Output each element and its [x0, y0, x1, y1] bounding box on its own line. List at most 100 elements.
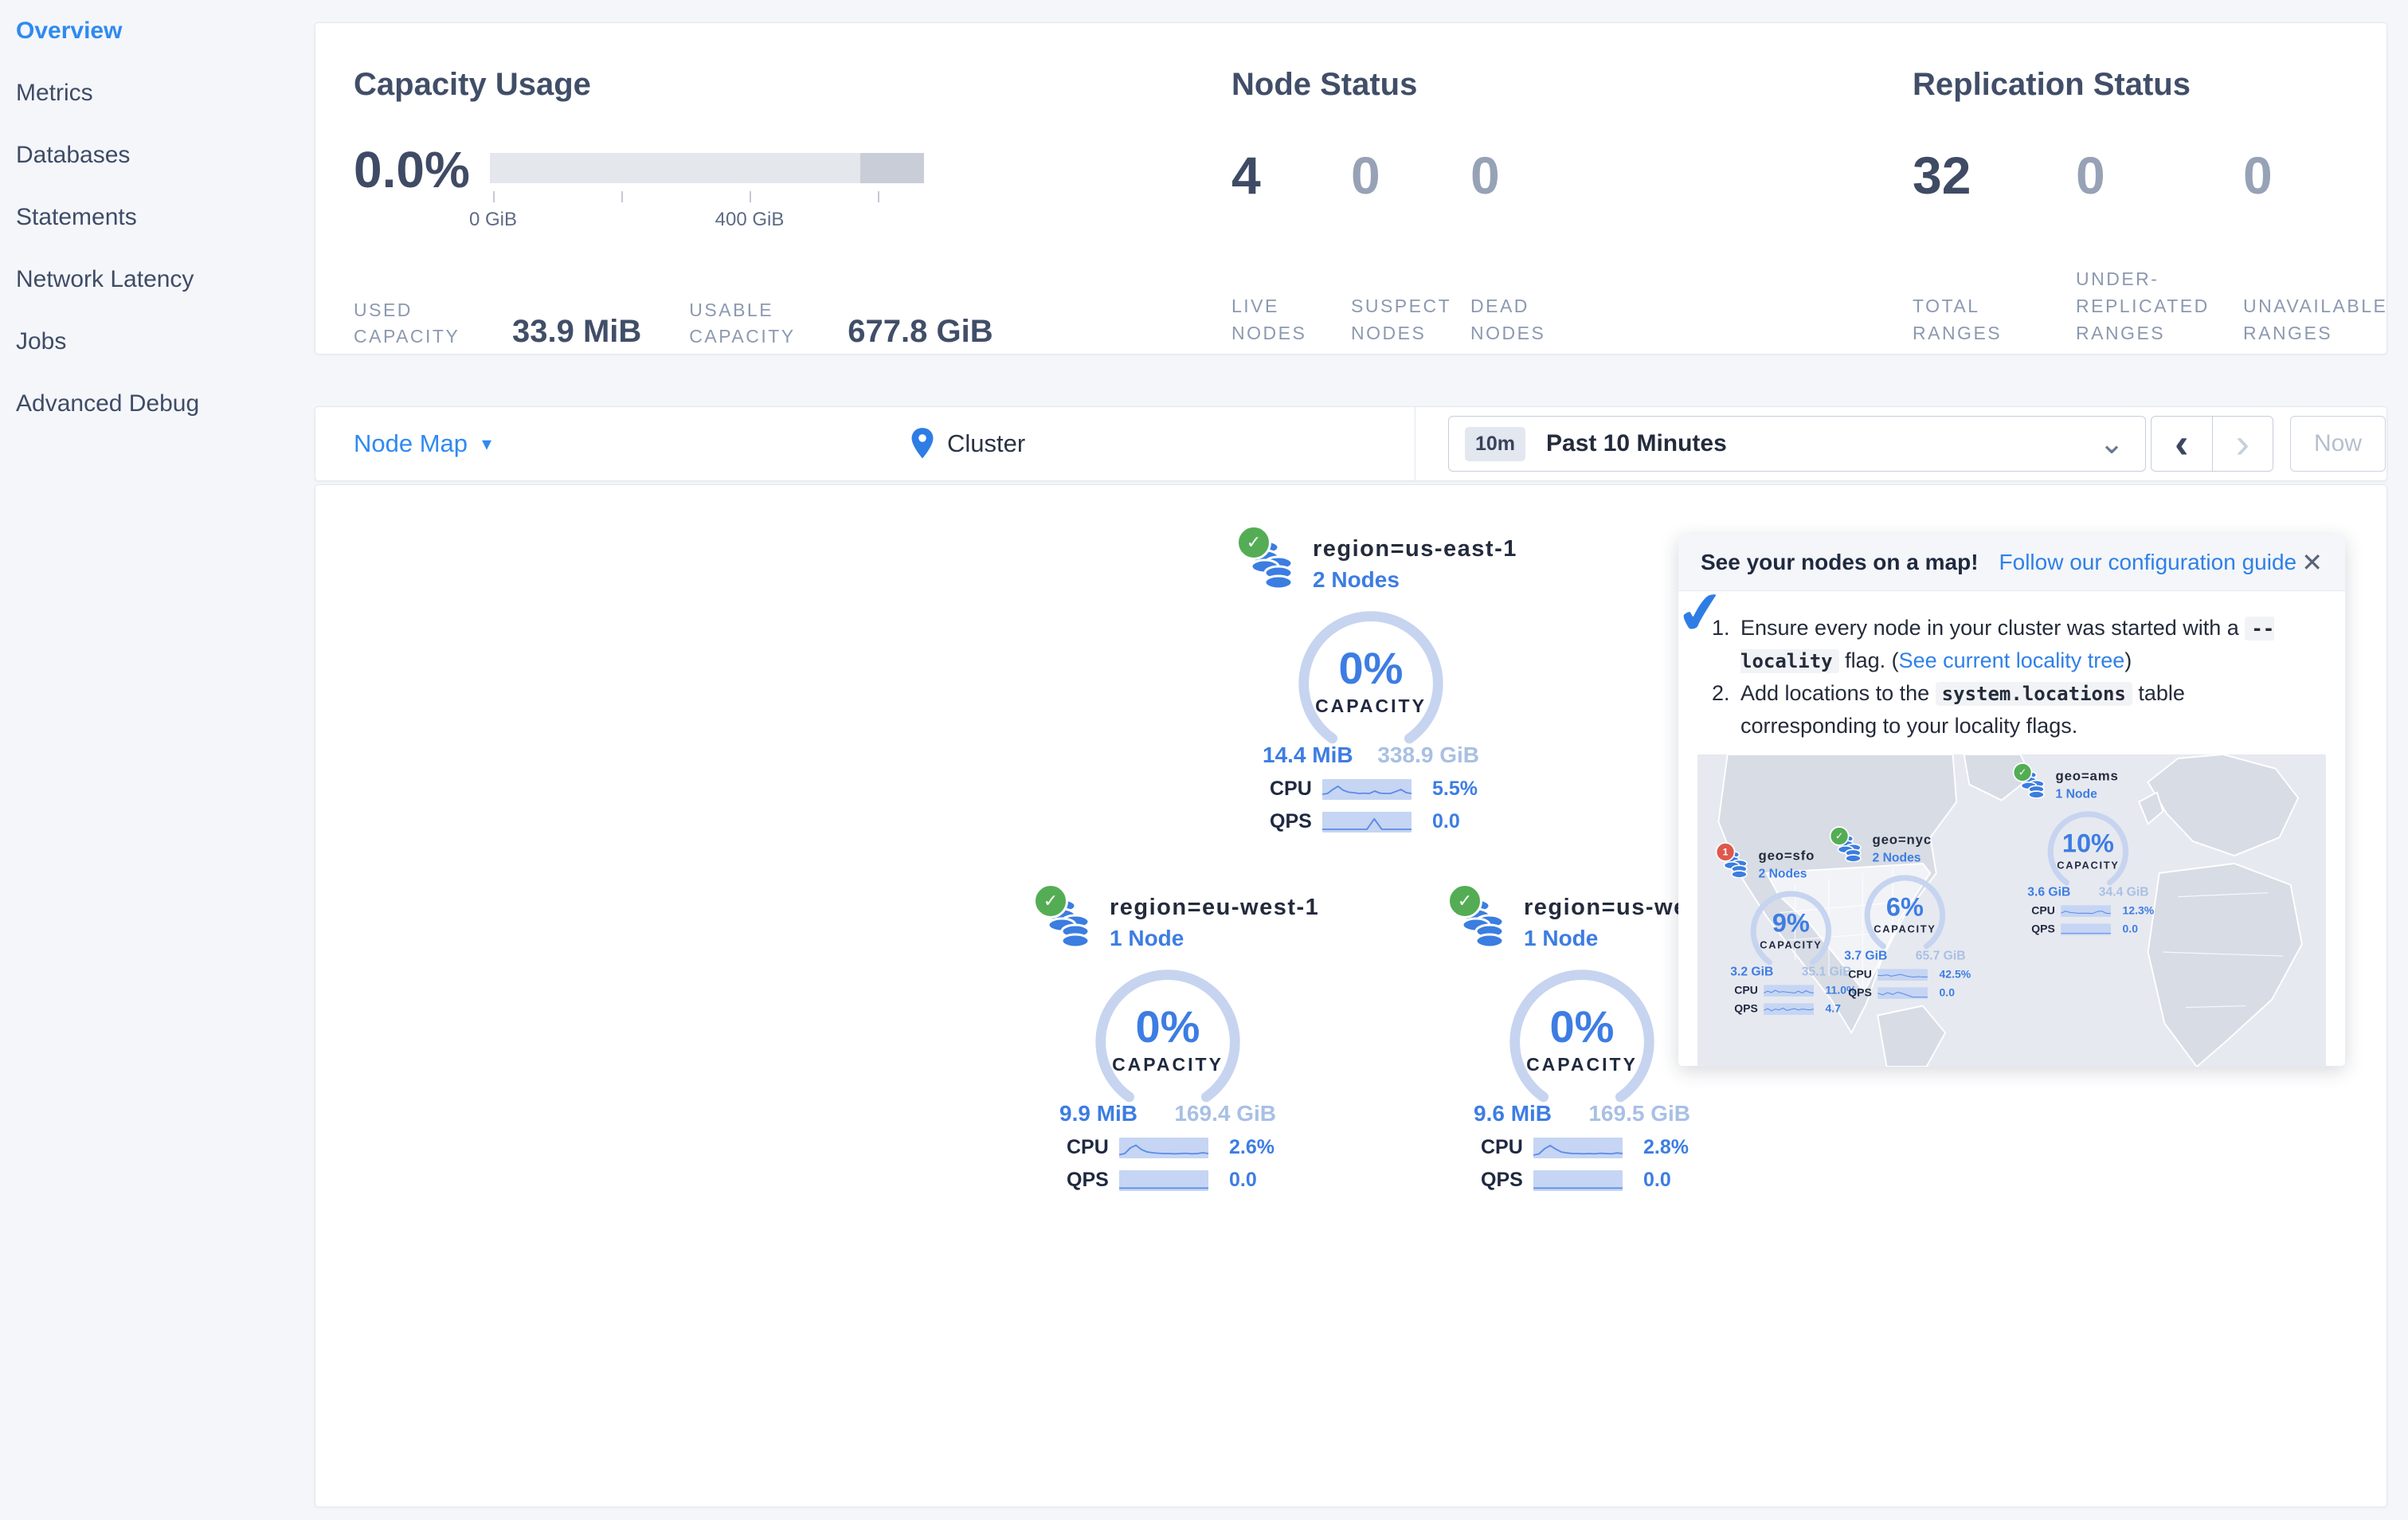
qps-label: QPS	[1848, 986, 1872, 999]
view-mode-label: Node Map	[354, 429, 468, 457]
qps-value: 0.0	[2122, 923, 2138, 935]
popup-title: See your nodes on a map!	[1701, 550, 1979, 574]
gauge-arc	[1864, 875, 1946, 950]
qps-row: QPS 0.0	[1848, 986, 1979, 999]
capacity-gauge: 10% CAPACITY	[2042, 808, 2133, 895]
gauge-capacity-label: CAPACITY	[1315, 695, 1427, 716]
qps-label: QPS	[2031, 923, 2055, 935]
qps-label: QPS	[1734, 1002, 1758, 1015]
qps-sparkline	[1533, 1169, 1623, 1191]
capacity-bar	[490, 153, 924, 183]
qps-value: 0.0	[1432, 810, 1460, 832]
previous-range-button[interactable]: ‹	[2152, 417, 2213, 471]
under-replicated-ranges-label: UNDER-REPLICATED RANGES	[2076, 268, 2210, 343]
qps-sparkline	[1877, 987, 1928, 999]
region-header: ✓ region=eu-west-1 1 Node	[1033, 883, 1318, 951]
cpu-sparkline	[2061, 905, 2111, 917]
axis-tick-label: 400 GiB	[715, 209, 785, 230]
region-nodes-link[interactable]: 1 Node	[1110, 926, 1184, 950]
node-map-config-popup: See your nodes on a map! Follow our conf…	[1672, 535, 2345, 1067]
sidebar-item-jobs[interactable]: Jobs	[16, 328, 67, 355]
cpu-row: CPU 12.3%	[2031, 904, 2162, 917]
live-nodes-count: 4	[1231, 146, 1261, 205]
nodes-db-icon: ✓	[1236, 525, 1298, 590]
suspect-nodes-count: 0	[1351, 146, 1380, 205]
step-text: Add locations to the system.locations ta…	[1740, 681, 2185, 738]
popup-steps: ✔ 1. Ensure every node in your cluster w…	[1672, 578, 2345, 748]
qps-row: QPS 4.7	[1734, 1002, 1865, 1015]
sidebar-item-metrics[interactable]: Metrics	[16, 80, 93, 106]
cpu-value: 42.5%	[1939, 968, 1971, 981]
dead-node-count-badge: 1	[1715, 842, 1736, 862]
sidebar-item-network-latency[interactable]: Network Latency	[16, 266, 194, 292]
region-nodes-link[interactable]: 1 Node	[1524, 926, 1599, 950]
live-nodes-label: LIVE NODES	[1231, 296, 1307, 343]
locality-tree-link[interactable]: See current locality tree	[1898, 648, 2125, 672]
cpu-sparkline	[1877, 969, 1928, 981]
qps-row: QPS 0.0	[2031, 923, 2162, 935]
gauge-arc	[2047, 811, 2129, 886]
node-map-canvas: ✓ region=us-east-1 2 Nodes 0% CAPAC	[315, 484, 2387, 1507]
usable-capacity-value: 677.8 GiB	[848, 314, 993, 349]
cpu-row: CPU 11.0%	[1734, 984, 1865, 997]
region-nodes-link[interactable]: 2 Nodes	[1872, 850, 1921, 864]
sidebar-item-advanced-debug[interactable]: Advanced Debug	[16, 390, 200, 417]
gauge-percent: 6%	[1885, 892, 1924, 922]
configuration-guide-link[interactable]: Follow our configuration guide	[1999, 550, 2297, 574]
sidebar-item-databases[interactable]: Databases	[16, 142, 131, 168]
cluster-summary-panel: Capacity Usage 0.0% 0 GiB 400 GiB USED C…	[315, 22, 2387, 355]
healthy-check-icon: ✓	[1447, 883, 1482, 919]
cpu-value: 5.5%	[1432, 778, 1478, 800]
close-icon[interactable]: ✕	[2301, 548, 2323, 577]
healthy-check-icon: ✓	[2012, 762, 2033, 782]
capacity-total-value: 169.4 GiB	[1174, 1101, 1276, 1126]
capacity-total-value: 169.5 GiB	[1588, 1101, 1690, 1126]
next-range-button[interactable]: ›	[2235, 421, 2249, 467]
breadcrumb: Cluster	[909, 407, 1025, 480]
cpu-label: CPU	[1067, 1136, 1109, 1158]
capacity-used-value: 9.9 MiB	[1059, 1101, 1138, 1126]
cpu-value: 2.6%	[1229, 1136, 1274, 1158]
cpu-sparkline	[1322, 778, 1412, 800]
cpu-sparkline	[1533, 1137, 1623, 1158]
region-nodes-link[interactable]: 2 Nodes	[1313, 567, 1400, 592]
view-mode-dropdown[interactable]: Node Map ▾	[354, 407, 491, 480]
gauge-percent: 0%	[1549, 1001, 1615, 1052]
now-button[interactable]: Now	[2290, 416, 2386, 472]
step-number: 2.	[1712, 681, 1730, 705]
cpu-row: CPU 42.5%	[1848, 968, 1979, 981]
big-check-icon: ✔	[1672, 578, 1729, 648]
map-pin-icon	[911, 428, 934, 459]
dead-nodes-count: 0	[1470, 146, 1500, 205]
time-range-badge: 10m	[1465, 426, 1526, 461]
gauge-arc	[1298, 611, 1443, 744]
example-node-map-illustration: 1 geo=sfo 2 Nodes 9% CAPACITY	[1697, 754, 2326, 1067]
capacity-bar-reserved-segment	[860, 153, 924, 183]
capacity-percent: 0.0%	[354, 141, 470, 198]
time-range-arrows: ‹ ›	[2151, 416, 2273, 472]
unavailable-ranges-count: 0	[2243, 146, 2273, 205]
qps-row: QPS 0.0	[1067, 1169, 1299, 1192]
sidebar-item-overview[interactable]: Overview	[16, 18, 123, 44]
capacity-total-value: 338.9 GiB	[1377, 742, 1479, 767]
capacity-used-value: 14.4 MiB	[1263, 742, 1353, 767]
gauge-capacity-label: CAPACITY	[1112, 1054, 1224, 1075]
time-range-dropdown[interactable]: 10m Past 10 Minutes ⌄	[1448, 416, 2146, 472]
region-header: 1 geo=sfo 2 Nodes	[1715, 842, 1864, 880]
cpu-row: CPU 2.6%	[1067, 1136, 1299, 1159]
gauge-percent: 9%	[1772, 908, 1810, 938]
gauge-capacity-label: CAPACITY	[1760, 938, 1823, 951]
gauge-capacity-label: CAPACITY	[2057, 859, 2120, 872]
sidebar-item-statements[interactable]: Statements	[16, 204, 137, 230]
gauge-arc	[1509, 970, 1654, 1103]
qps-value: 0.0	[1939, 986, 1955, 999]
region-nodes-link[interactable]: 1 Node	[2055, 786, 2097, 801]
region-nodes-link[interactable]: 2 Nodes	[1758, 866, 1807, 880]
region-header: ✓ region=us-east-1 2 Nodes	[1236, 525, 1516, 593]
region-name: region=us-east-1	[1313, 536, 1517, 562]
capacity-usage-section: Capacity Usage 0.0% 0 GiB 400 GiB USED C…	[354, 67, 1198, 350]
qps-sparkline	[1322, 811, 1412, 832]
capacity-total-value: 65.7 GiB	[1915, 948, 1966, 962]
nodes-db-icon: ✓	[1447, 883, 1509, 949]
